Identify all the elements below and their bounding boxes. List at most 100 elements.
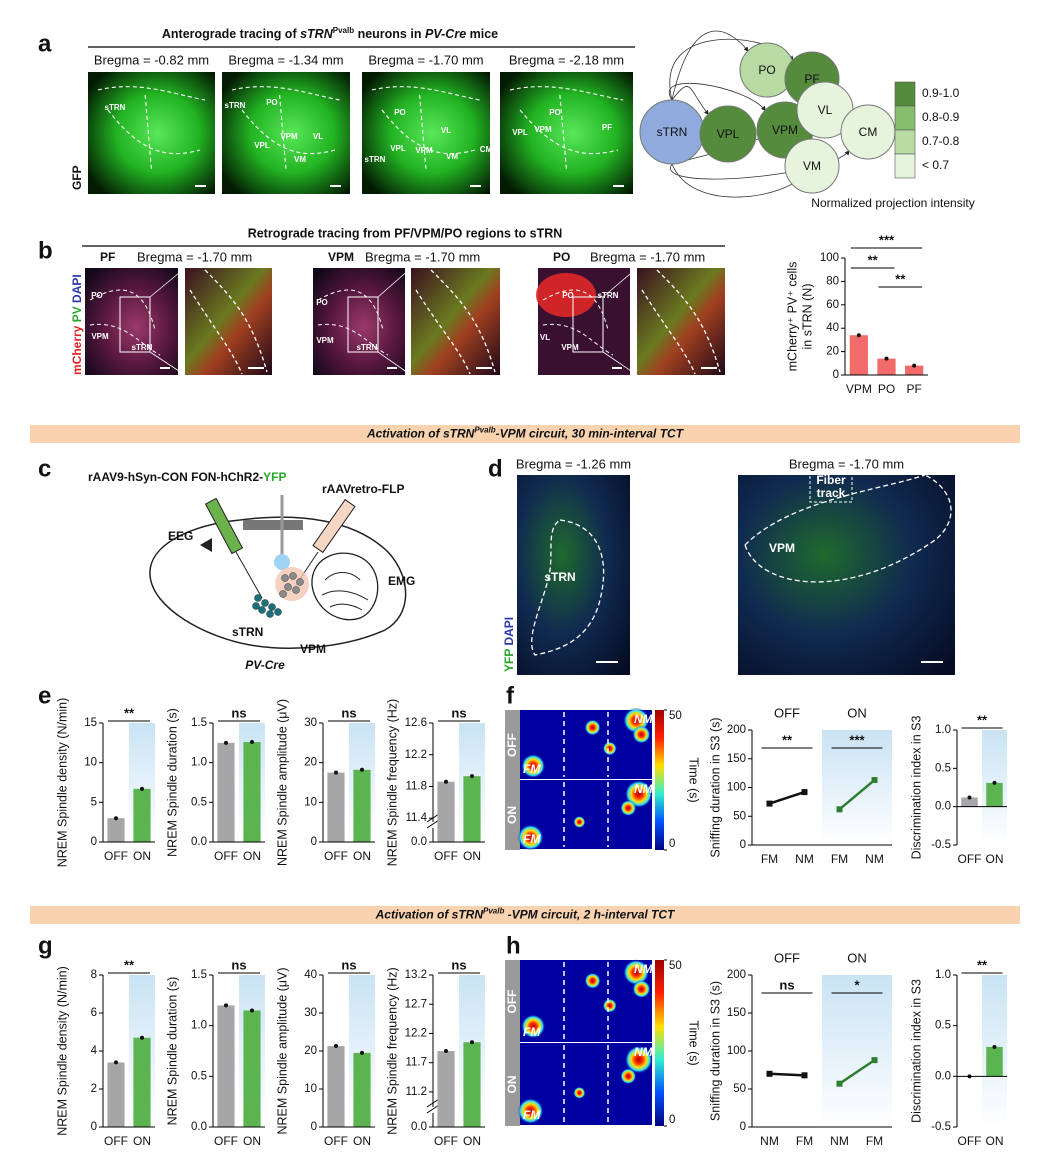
- y-axis-label: NREM Spindle duration (s): [165, 708, 179, 857]
- stain-label-part: PV: [70, 306, 84, 325]
- region-outline: [231, 86, 341, 171]
- stain-label-part: DAPI: [70, 274, 84, 306]
- row-label: OFF: [505, 733, 519, 757]
- y-tick-label: 0.5: [191, 796, 207, 808]
- syringe-yfp: [204, 497, 244, 555]
- region-label: CM: [480, 145, 493, 154]
- y-tick-label: 0.5: [191, 1070, 207, 1082]
- on-highlight: [822, 730, 892, 845]
- mean-dot: [992, 780, 997, 785]
- y-tick-label: 50: [733, 1083, 746, 1095]
- region-label: VL: [540, 333, 550, 342]
- significance-label: **: [868, 252, 879, 267]
- x-tick-label: PF: [906, 382, 921, 396]
- bar: [217, 1005, 235, 1127]
- bar: [437, 781, 455, 842]
- mean-dot: [967, 795, 972, 800]
- y-tick-label: 0.0: [191, 1121, 207, 1133]
- mean-dot: [912, 363, 917, 368]
- x-tick-label: NM: [865, 852, 884, 866]
- zoom-lines: [149, 267, 186, 376]
- heat-spot: [624, 1045, 653, 1074]
- zoom-micrograph: [637, 268, 725, 375]
- mouse-label: PV-Cre: [245, 658, 285, 672]
- node-label: VPM: [772, 123, 798, 137]
- y-tick-label: 6: [91, 1007, 97, 1019]
- mean-dot: [884, 356, 889, 361]
- significance-label: **: [124, 957, 135, 972]
- y-tick-label: 0.0: [935, 1070, 951, 1082]
- object-label: NM: [634, 712, 654, 726]
- bar: [133, 788, 151, 842]
- mean-dot: [856, 333, 861, 338]
- panel-label: e: [38, 682, 51, 709]
- stain-label: YFP DAPI: [502, 617, 516, 672]
- colorbar: [655, 710, 664, 850]
- region-label: VPM: [91, 332, 109, 341]
- series-name: OFF: [774, 950, 800, 965]
- x-tick-label: ON: [353, 1134, 371, 1148]
- micrograph: [85, 268, 178, 375]
- mean-dot: [470, 1040, 474, 1045]
- significance-label: **: [977, 957, 988, 972]
- mean-dot: [470, 774, 474, 779]
- heat-spot: [517, 1098, 544, 1125]
- bregma-label: Bregma = -1.34 mm: [228, 52, 343, 67]
- mean-dot: [114, 816, 118, 821]
- y-tick-label: 11.2: [405, 1086, 427, 1098]
- region-label: sTRN: [132, 343, 153, 352]
- mean-dot: [992, 1044, 997, 1049]
- panel-title-part: Anterograde tracing of: [162, 27, 300, 41]
- y-axis-label: NREM Spindle density (N/min): [55, 966, 69, 1136]
- bregma-label: Bregma = -1.70 mm: [789, 456, 904, 471]
- x-tick-label: OFF: [104, 849, 128, 863]
- schematic-label: EEG: [168, 529, 193, 543]
- heat-spot: [521, 754, 546, 778]
- bar: [986, 1046, 1003, 1077]
- micrograph: [88, 72, 215, 194]
- region-outline: [744, 474, 952, 583]
- heat-spot: [584, 972, 601, 989]
- y-tick-label: 0: [311, 1121, 317, 1133]
- object-label: NM: [634, 782, 654, 796]
- schematic-label: sTRN: [232, 625, 263, 639]
- x-tick-label: NM: [795, 852, 814, 866]
- mean-dot: [360, 767, 364, 772]
- y-tick-label: 100: [820, 252, 839, 264]
- mouse-brain-schematic: [149, 495, 407, 649]
- significance-label: **: [124, 705, 135, 720]
- section-title-part: Activation of sTRN: [366, 427, 475, 441]
- point: [766, 800, 773, 807]
- target-label: PO: [553, 250, 570, 264]
- region-label: PO: [316, 298, 328, 307]
- y-axis-label: NREM Spindle duration (s): [165, 977, 179, 1126]
- colorbar: [655, 960, 664, 1126]
- y-tick-label: 20: [304, 1045, 317, 1057]
- region-label: sTRN: [544, 570, 575, 584]
- x-tick-label: ON: [986, 852, 1004, 866]
- panel-title-part: neurons in: [354, 27, 425, 41]
- y-tick-label: 200: [727, 969, 746, 981]
- stain-label-part: DAPI: [502, 617, 516, 649]
- bar: [877, 358, 896, 375]
- region-label: VM: [446, 152, 458, 161]
- region-outline: [317, 289, 389, 356]
- section-title: Activation of sTRNPvalb-VPM circuit, 30 …: [366, 425, 685, 441]
- y-tick-label: 0.5: [935, 762, 951, 774]
- point: [801, 789, 808, 796]
- region-outline: [531, 519, 605, 656]
- panel-label: h: [506, 932, 521, 959]
- section-band: [30, 425, 1020, 443]
- colorbar-tick-label: 50: [669, 710, 682, 722]
- y-axis-label: Discrimination index in S3: [909, 716, 923, 860]
- y-tick-label: 0.0: [411, 836, 427, 848]
- zoom-micrograph: [185, 268, 272, 375]
- region-label: sTRN: [598, 291, 619, 300]
- colorbar-tick-label: 0: [669, 1114, 675, 1126]
- significance-label: *: [854, 977, 860, 992]
- y-tick-label: 12.6: [405, 717, 427, 729]
- zoom-outline: [415, 269, 496, 375]
- region-label: PO: [562, 291, 574, 300]
- legend-label: < 0.7: [922, 158, 949, 172]
- x-tick-label: NM: [760, 1134, 779, 1148]
